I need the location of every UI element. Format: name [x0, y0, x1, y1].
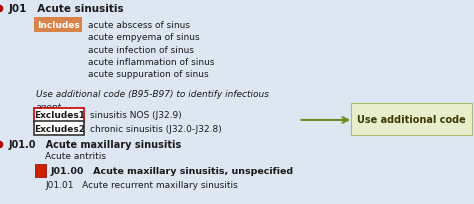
Text: chronic sinusitis (J32.0-J32.8): chronic sinusitis (J32.0-J32.8)	[90, 124, 222, 133]
FancyBboxPatch shape	[34, 18, 82, 33]
FancyBboxPatch shape	[34, 109, 84, 122]
FancyBboxPatch shape	[35, 164, 46, 177]
Text: J01.00   Acute maxillary sinusitis, unspecified: J01.00 Acute maxillary sinusitis, unspec…	[51, 166, 294, 175]
Text: acute abscess of sinus: acute abscess of sinus	[88, 21, 190, 30]
FancyBboxPatch shape	[34, 122, 84, 135]
Text: Use additional code: Use additional code	[357, 114, 465, 124]
Text: Excludes2: Excludes2	[34, 124, 85, 133]
FancyBboxPatch shape	[351, 103, 472, 136]
Text: J01.0   Acute maxillary sinusitis: J01.0 Acute maxillary sinusitis	[9, 139, 182, 149]
Text: Use additional code (B95-B97) to identify infectious
agent.: Use additional code (B95-B97) to identif…	[36, 90, 269, 111]
Text: acute empyema of sinus: acute empyema of sinus	[88, 33, 199, 42]
Text: J01   Acute sinusitis: J01 Acute sinusitis	[9, 4, 124, 14]
Text: sinusitis NOS (J32.9): sinusitis NOS (J32.9)	[90, 111, 182, 120]
Text: Acute antritis: Acute antritis	[45, 152, 106, 161]
Text: Excludes1: Excludes1	[34, 111, 85, 120]
Text: acute inflammation of sinus: acute inflammation of sinus	[88, 58, 214, 67]
Text: acute suppuration of sinus: acute suppuration of sinus	[88, 70, 208, 79]
Text: acute infection of sinus: acute infection of sinus	[88, 45, 194, 54]
Text: Includes: Includes	[36, 21, 80, 30]
Text: J01.01   Acute recurrent maxillary sinusitis: J01.01 Acute recurrent maxillary sinusit…	[45, 180, 238, 189]
